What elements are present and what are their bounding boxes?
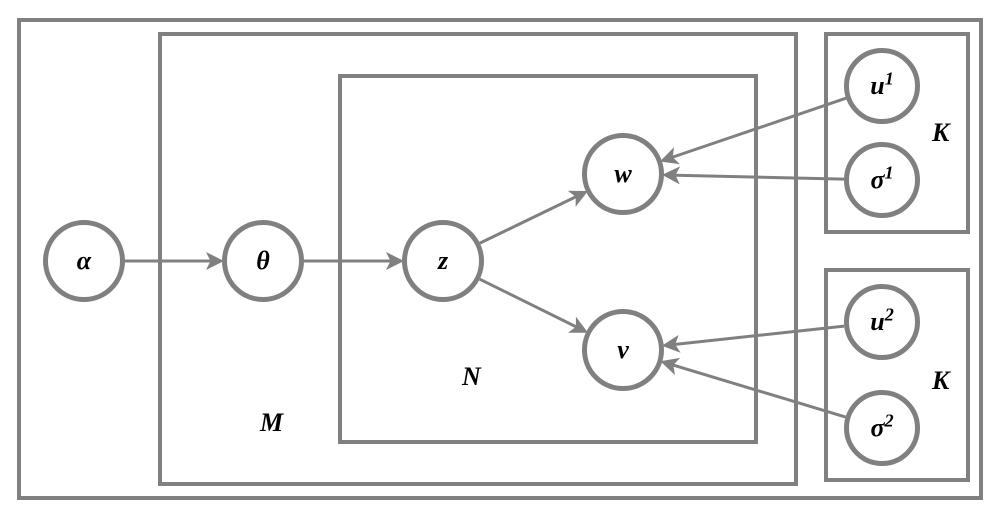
node-label-v: v	[617, 335, 629, 365]
node-v: v	[582, 309, 664, 391]
node-label-sup-u1: 1	[885, 68, 894, 88]
node-z: z	[402, 220, 484, 302]
node-label-base-u2: u	[870, 307, 884, 336]
node-u1: u1	[844, 48, 920, 124]
node-label-base-w: w	[614, 159, 631, 188]
diagram-stage: MNKKαθzwvu1σ1u2σ2	[0, 0, 1000, 521]
node-theta: θ	[222, 220, 304, 302]
node-label-w: w	[614, 159, 631, 189]
node-label-base-v: v	[617, 335, 629, 364]
node-label-base-alpha: α	[77, 246, 91, 275]
plate-label-N: N	[462, 362, 481, 392]
node-sigma2: σ2	[844, 390, 920, 466]
node-label-base-u1: u	[870, 71, 884, 100]
plate-label-K1: K	[932, 118, 949, 148]
node-label-sigma2: σ2	[870, 413, 893, 443]
node-label-sup-sigma2: 2	[884, 410, 893, 430]
plate-N	[338, 74, 758, 444]
node-label-base-z: z	[438, 246, 448, 275]
node-label-u2: u2	[870, 307, 894, 337]
node-label-base-sigma1: σ	[870, 165, 884, 194]
node-label-sigma1: σ1	[870, 165, 893, 195]
plate-label-K2: K	[932, 366, 949, 396]
node-alpha: α	[43, 220, 125, 302]
node-label-alpha: α	[77, 246, 91, 276]
node-label-base-sigma2: σ	[870, 413, 884, 442]
node-label-base-theta: θ	[256, 246, 270, 275]
node-label-sup-sigma1: 1	[884, 162, 893, 182]
plate-label-M: M	[260, 408, 283, 438]
node-sigma1: σ1	[844, 142, 920, 218]
node-u2: u2	[844, 284, 920, 360]
node-label-sup-u2: 2	[885, 304, 894, 324]
node-label-z: z	[438, 246, 448, 276]
node-w: w	[582, 133, 664, 215]
node-label-theta: θ	[256, 246, 270, 276]
node-label-u1: u1	[870, 71, 894, 101]
